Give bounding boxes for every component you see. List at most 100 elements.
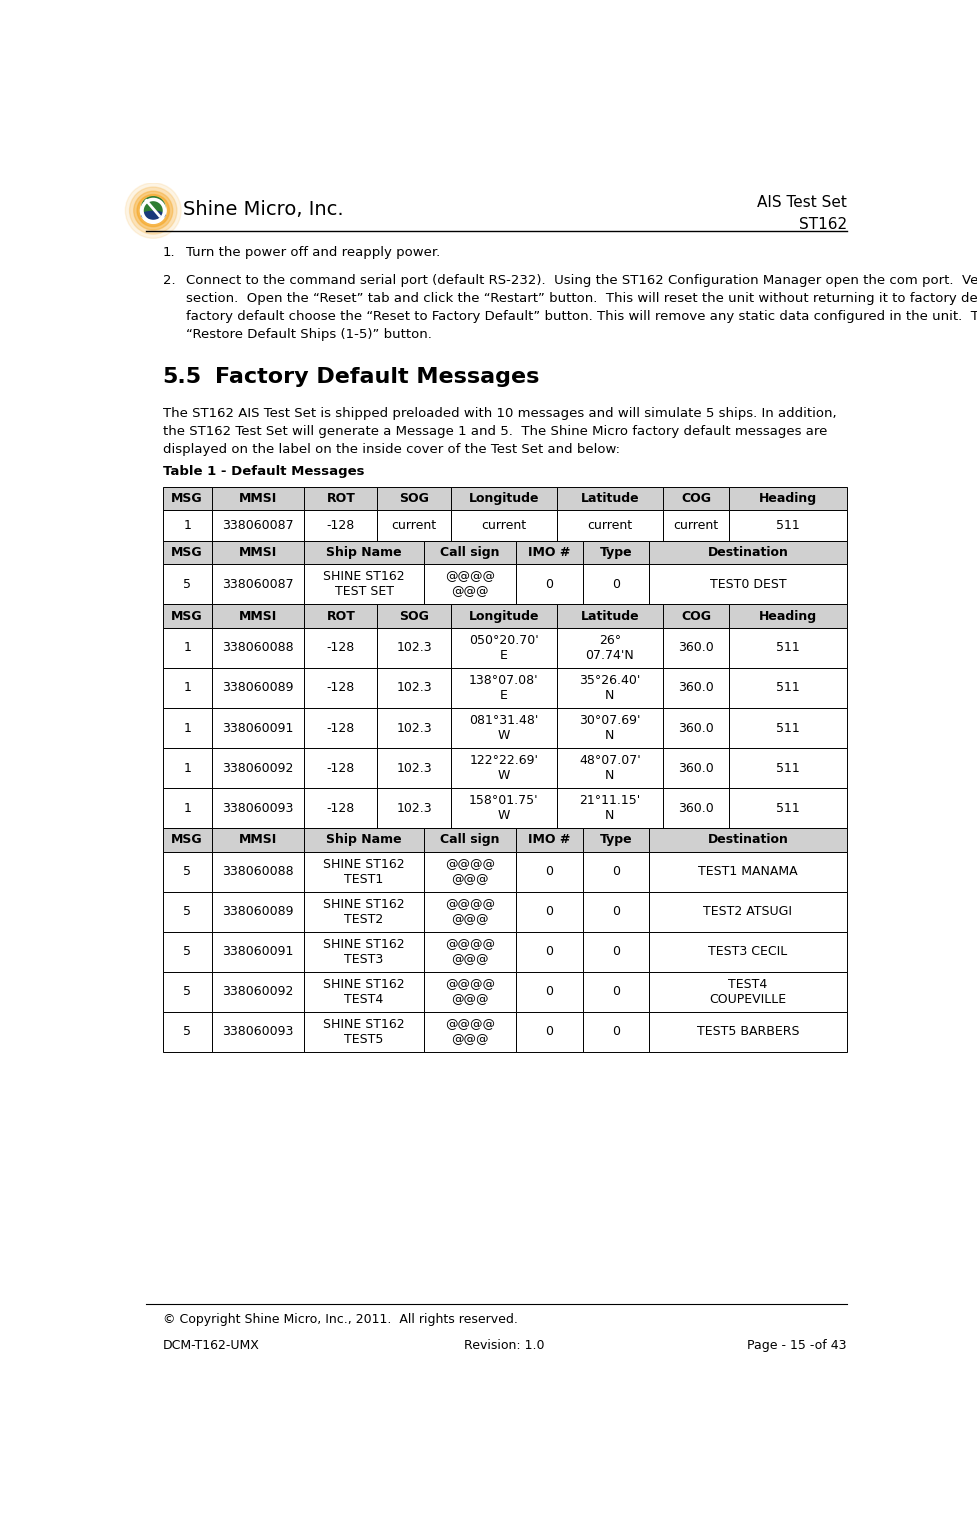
FancyBboxPatch shape	[212, 511, 304, 541]
Text: 0: 0	[612, 1026, 619, 1038]
Text: -128: -128	[326, 802, 355, 815]
FancyBboxPatch shape	[556, 486, 662, 511]
FancyBboxPatch shape	[516, 931, 582, 972]
FancyBboxPatch shape	[729, 486, 846, 511]
FancyBboxPatch shape	[377, 788, 450, 828]
FancyBboxPatch shape	[162, 852, 212, 892]
Text: The ST162 AIS Test Set is shipped preloaded with 10 messages and will simulate 5: The ST162 AIS Test Set is shipped preloa…	[162, 407, 835, 421]
Text: Call sign: Call sign	[440, 546, 499, 559]
FancyBboxPatch shape	[556, 605, 662, 628]
FancyBboxPatch shape	[516, 564, 582, 605]
Text: MSG: MSG	[171, 610, 203, 623]
FancyBboxPatch shape	[582, 564, 649, 605]
Text: 0: 0	[612, 866, 619, 878]
FancyBboxPatch shape	[304, 564, 423, 605]
Text: current: current	[481, 520, 526, 532]
Text: -128: -128	[326, 681, 355, 695]
Text: 338060087: 338060087	[222, 578, 293, 591]
Ellipse shape	[142, 212, 165, 219]
FancyBboxPatch shape	[662, 486, 729, 511]
FancyBboxPatch shape	[423, 892, 516, 931]
Text: 338060089: 338060089	[222, 905, 293, 917]
Text: SOG: SOG	[399, 610, 429, 623]
Text: 102.3: 102.3	[396, 762, 432, 774]
Text: 5: 5	[183, 945, 191, 959]
Ellipse shape	[142, 197, 165, 218]
FancyBboxPatch shape	[516, 1012, 582, 1052]
FancyBboxPatch shape	[377, 605, 450, 628]
Text: 0: 0	[612, 905, 619, 917]
FancyBboxPatch shape	[662, 748, 729, 788]
FancyBboxPatch shape	[516, 541, 582, 564]
FancyBboxPatch shape	[304, 788, 377, 828]
FancyBboxPatch shape	[304, 748, 377, 788]
Text: MMSI: MMSI	[238, 492, 276, 504]
Text: 0: 0	[545, 905, 553, 917]
Text: 5: 5	[183, 985, 191, 998]
FancyBboxPatch shape	[649, 564, 846, 605]
FancyBboxPatch shape	[516, 852, 582, 892]
FancyBboxPatch shape	[304, 628, 377, 668]
Text: 0: 0	[545, 578, 553, 591]
Text: 102.3: 102.3	[396, 642, 432, 654]
Text: @@@@
@@@: @@@@ @@@	[445, 978, 494, 1006]
Text: Longitude: Longitude	[468, 492, 538, 504]
FancyBboxPatch shape	[212, 931, 304, 972]
FancyBboxPatch shape	[304, 852, 423, 892]
Text: Shine Micro, Inc.: Shine Micro, Inc.	[183, 200, 343, 219]
FancyBboxPatch shape	[729, 788, 846, 828]
FancyBboxPatch shape	[212, 852, 304, 892]
Text: 0: 0	[612, 985, 619, 998]
Text: MSG: MSG	[171, 834, 203, 846]
Text: 360.0: 360.0	[677, 802, 713, 815]
Text: Page - 15 -of 43: Page - 15 -of 43	[746, 1340, 846, 1352]
Text: 30°07.69'
N: 30°07.69' N	[578, 715, 640, 742]
FancyBboxPatch shape	[162, 486, 212, 511]
Text: MMSI: MMSI	[238, 834, 276, 846]
Circle shape	[129, 187, 177, 235]
FancyBboxPatch shape	[662, 511, 729, 541]
Text: 1: 1	[183, 681, 191, 695]
Text: 338060091: 338060091	[222, 945, 293, 959]
Text: 511: 511	[776, 802, 799, 815]
FancyBboxPatch shape	[423, 564, 516, 605]
FancyBboxPatch shape	[450, 628, 556, 668]
Text: Revision: 1.0: Revision: 1.0	[464, 1340, 544, 1352]
Text: Call sign: Call sign	[440, 834, 499, 846]
FancyBboxPatch shape	[582, 828, 649, 852]
FancyBboxPatch shape	[556, 748, 662, 788]
Text: 0: 0	[545, 1026, 553, 1038]
Text: Heading: Heading	[758, 492, 816, 504]
FancyBboxPatch shape	[423, 931, 516, 972]
FancyBboxPatch shape	[662, 668, 729, 709]
FancyBboxPatch shape	[729, 668, 846, 709]
Text: TEST4
COUPEVILLE: TEST4 COUPEVILLE	[708, 978, 786, 1006]
FancyBboxPatch shape	[450, 709, 556, 748]
FancyBboxPatch shape	[582, 1012, 649, 1052]
Text: 26°
07.74'N: 26° 07.74'N	[585, 634, 633, 661]
FancyBboxPatch shape	[304, 972, 423, 1012]
Text: 338060088: 338060088	[222, 866, 293, 878]
Text: TEST2 ATSUGI: TEST2 ATSUGI	[702, 905, 791, 917]
FancyBboxPatch shape	[556, 788, 662, 828]
Text: Destination: Destination	[706, 546, 787, 559]
Text: 21°11.15'
N: 21°11.15' N	[578, 794, 640, 821]
Text: 48°07.07'
N: 48°07.07' N	[578, 754, 640, 782]
Text: -128: -128	[326, 721, 355, 735]
FancyBboxPatch shape	[516, 892, 582, 931]
FancyBboxPatch shape	[304, 828, 423, 852]
Circle shape	[137, 195, 169, 227]
FancyBboxPatch shape	[423, 541, 516, 564]
FancyBboxPatch shape	[304, 892, 423, 931]
FancyBboxPatch shape	[377, 709, 450, 748]
FancyBboxPatch shape	[423, 852, 516, 892]
Text: 338060088: 338060088	[222, 642, 293, 654]
FancyBboxPatch shape	[582, 541, 649, 564]
FancyBboxPatch shape	[212, 486, 304, 511]
Text: 0: 0	[545, 985, 553, 998]
Text: -128: -128	[326, 642, 355, 654]
FancyBboxPatch shape	[162, 828, 212, 852]
FancyBboxPatch shape	[212, 709, 304, 748]
Text: 511: 511	[776, 681, 799, 695]
Text: 0: 0	[612, 578, 619, 591]
